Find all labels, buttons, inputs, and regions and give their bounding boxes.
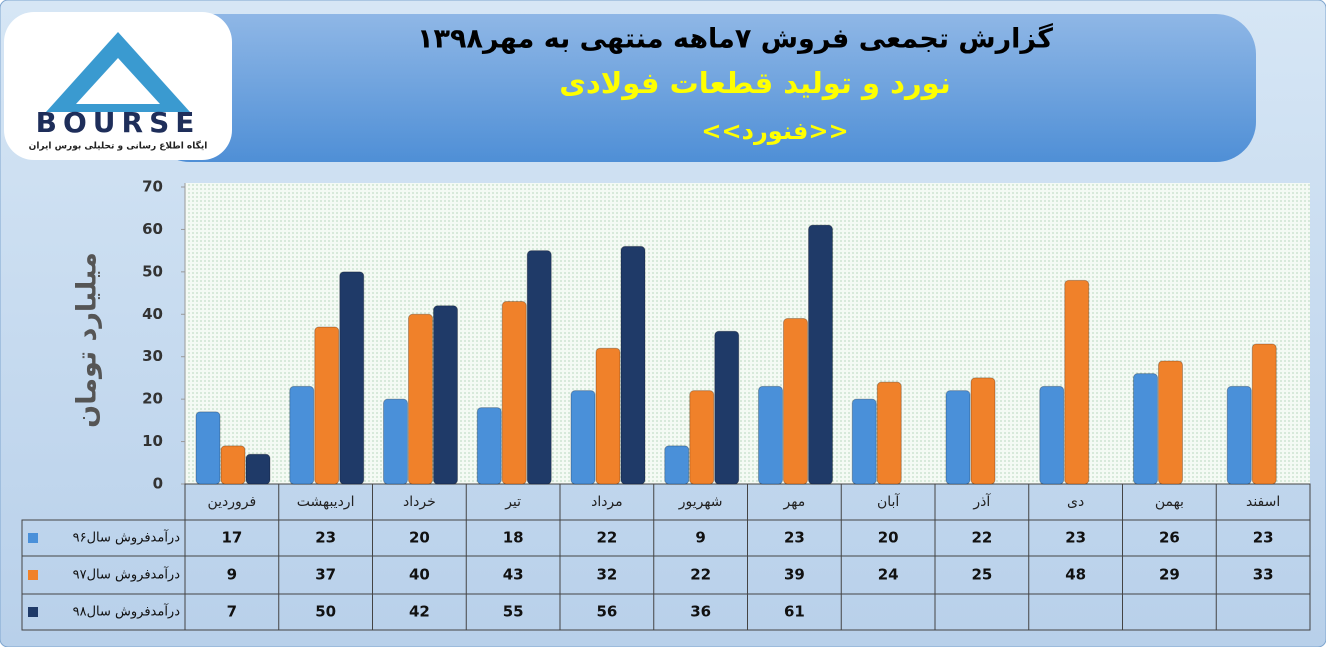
x-tick-label: تیر bbox=[504, 494, 521, 510]
table-value: 23 bbox=[784, 529, 805, 547]
x-tick-label: شهریور bbox=[678, 494, 723, 510]
y-axis-label: میلیارد تومان bbox=[72, 252, 103, 428]
bar bbox=[1064, 279, 1090, 485]
bar bbox=[220, 445, 246, 485]
bar bbox=[408, 313, 433, 485]
bar bbox=[945, 390, 971, 485]
y-tick-label: 40 bbox=[142, 305, 163, 323]
table-value: 43 bbox=[503, 566, 524, 584]
chart-title: گزارش تجمعی فروش ۷ماهه منتهی به مهر۱۳۹۸ bbox=[417, 23, 1053, 55]
plot-area bbox=[185, 183, 1310, 484]
legend-swatch bbox=[28, 607, 38, 617]
y-tick-label: 30 bbox=[142, 347, 163, 365]
bar bbox=[970, 377, 996, 485]
x-tick-label: مهر bbox=[783, 494, 806, 510]
table-value: 24 bbox=[878, 566, 899, 584]
x-tick-label: دی bbox=[1067, 494, 1084, 510]
table-value: 40 bbox=[409, 566, 430, 584]
y-tick-label: 50 bbox=[142, 262, 163, 280]
table-value: 37 bbox=[315, 566, 336, 584]
y-tick-label: 60 bbox=[142, 220, 163, 238]
table-value: 26 bbox=[1159, 529, 1180, 547]
table-value: 20 bbox=[409, 529, 430, 547]
table-value: 23 bbox=[315, 529, 336, 547]
logo-tagline: ایگاه اطلاع رسانی و تحلیلی بورس ایران bbox=[29, 140, 208, 152]
table-value: 23 bbox=[1065, 529, 1086, 547]
table-value: 61 bbox=[784, 603, 805, 621]
logo-name: BOURSE bbox=[36, 106, 201, 139]
table-value: 50 bbox=[315, 603, 336, 621]
table-value: 42 bbox=[409, 603, 430, 621]
x-tick-label: مرداد bbox=[591, 494, 623, 510]
x-tick-label: خرداد bbox=[403, 494, 436, 510]
table-value: 22 bbox=[596, 529, 617, 547]
bar bbox=[1251, 343, 1277, 485]
bar bbox=[783, 318, 808, 485]
table-value: 22 bbox=[690, 566, 711, 584]
x-tick-label: بهمن bbox=[1155, 494, 1184, 510]
x-tick-label: اسفند bbox=[1246, 494, 1280, 510]
table-value: 25 bbox=[971, 566, 992, 584]
legend-label: درآمدفروش سال۹۶ bbox=[73, 529, 181, 546]
bar bbox=[689, 390, 715, 485]
logo: BOURSE ایگاه اطلاع رسانی و تحلیلی بورس ا… bbox=[4, 12, 232, 160]
bar bbox=[314, 326, 340, 485]
legend-label: درآمدفروش سال۹۷ bbox=[73, 566, 181, 583]
bar bbox=[664, 445, 690, 485]
bar bbox=[714, 330, 740, 485]
legend-swatch bbox=[28, 533, 38, 543]
bar bbox=[339, 271, 365, 485]
table-value: 36 bbox=[690, 603, 711, 621]
bar bbox=[876, 381, 902, 485]
bar bbox=[1226, 385, 1252, 485]
bar bbox=[1039, 385, 1065, 485]
table-value: 56 bbox=[596, 603, 617, 621]
bar bbox=[808, 224, 833, 485]
bar bbox=[476, 407, 502, 485]
bar bbox=[289, 385, 315, 485]
table-value: 20 bbox=[878, 529, 899, 547]
table-value: 55 bbox=[503, 603, 524, 621]
bar bbox=[570, 390, 596, 485]
table-value: 29 bbox=[1159, 566, 1180, 584]
company-label: <<فنورد>> bbox=[701, 117, 848, 145]
table-value: 9 bbox=[695, 529, 705, 547]
table-value: 22 bbox=[971, 529, 992, 547]
table-value: 18 bbox=[503, 529, 524, 547]
chart-subtitle: نورد و تولید قطعات فولادی bbox=[559, 66, 950, 100]
bar bbox=[245, 453, 271, 485]
y-tick-label: 20 bbox=[142, 390, 163, 408]
table-value: 7 bbox=[227, 603, 237, 621]
bar bbox=[195, 411, 221, 485]
legend-label: درآمدفروش سال۹۸ bbox=[73, 603, 181, 620]
table-value: 33 bbox=[1253, 566, 1274, 584]
bar bbox=[595, 347, 621, 485]
bar bbox=[433, 305, 458, 485]
bar bbox=[1158, 360, 1183, 485]
y-tick-label: 70 bbox=[142, 178, 163, 196]
bar bbox=[1133, 373, 1158, 485]
y-tick-label: 0 bbox=[153, 475, 163, 493]
table-value: 9 bbox=[227, 566, 237, 584]
bar bbox=[526, 250, 552, 485]
table-value: 17 bbox=[221, 529, 242, 547]
bar bbox=[851, 398, 877, 485]
table-value: 48 bbox=[1065, 566, 1086, 584]
table-value: 32 bbox=[596, 566, 617, 584]
y-tick-label: 10 bbox=[142, 432, 163, 450]
bar bbox=[501, 301, 527, 485]
table-value: 39 bbox=[784, 566, 805, 584]
x-tick-label: اردیبهشت bbox=[297, 494, 355, 510]
x-tick-label: آبان bbox=[877, 493, 900, 510]
bar bbox=[620, 245, 646, 485]
bar bbox=[758, 385, 783, 485]
table-value: 23 bbox=[1253, 529, 1274, 547]
x-tick-label: آذر bbox=[972, 493, 991, 510]
x-tick-label: فروردین bbox=[208, 494, 257, 510]
bar bbox=[383, 398, 408, 485]
legend-swatch bbox=[28, 570, 38, 580]
title-banner bbox=[150, 14, 1256, 162]
